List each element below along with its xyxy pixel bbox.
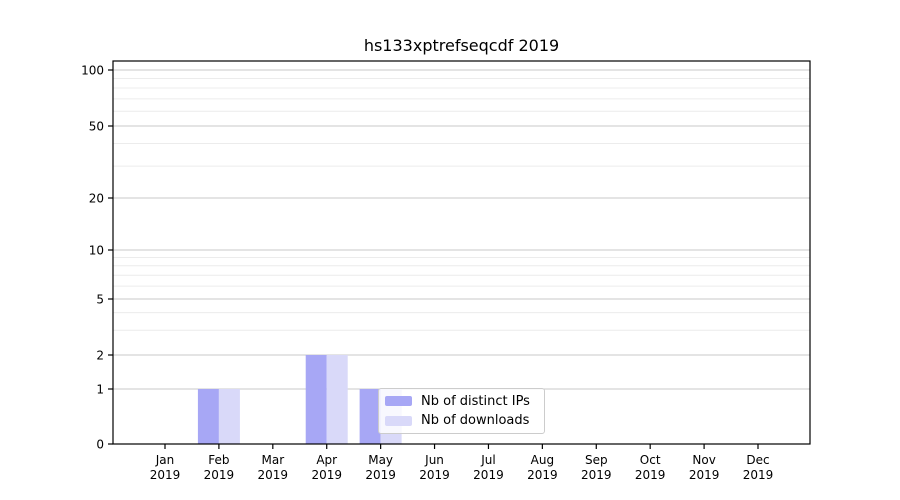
- x-tick-label-year: 2019: [527, 468, 558, 482]
- y-tick-label: 100: [81, 64, 104, 78]
- y-tick-label: 20: [89, 192, 104, 206]
- x-tick-label-month: Feb: [208, 453, 229, 467]
- bar-nb-of-downloads-apr: [326, 355, 348, 444]
- y-tick-label: 0: [96, 438, 104, 452]
- x-tick-label-year: 2019: [419, 468, 450, 482]
- x-tick-label-month: May: [368, 453, 393, 467]
- x-tick-label-year: 2019: [743, 468, 774, 482]
- legend-item-downloads: Nb of downloads: [385, 412, 538, 430]
- x-tick-label-month: Jul: [480, 453, 495, 467]
- x-tick-label-month: Mar: [261, 453, 284, 467]
- legend-item-distinct-ips: Nb of distinct IPs: [385, 392, 538, 410]
- x-tick-label-month: Sep: [585, 453, 608, 467]
- x-tick-label-year: 2019: [635, 468, 666, 482]
- x-tick-label-year: 2019: [365, 468, 396, 482]
- bar-nb-of-distinct-ips-apr: [305, 355, 327, 444]
- x-tick-label-year: 2019: [150, 468, 181, 482]
- y-tick-label: 5: [96, 293, 104, 307]
- x-tick-label-year: 2019: [311, 468, 342, 482]
- legend-label-distinct-ips: Nb of distinct IPs: [421, 393, 530, 409]
- x-tick-label-month: Aug: [531, 453, 554, 467]
- bar-nb-of-downloads-feb: [218, 389, 240, 444]
- x-tick-label-year: 2019: [581, 468, 612, 482]
- legend-swatch-downloads-icon: [385, 415, 412, 426]
- x-tick-label-month: Jun: [424, 453, 444, 467]
- x-tick-label-month: Jan: [155, 453, 175, 467]
- x-tick-label-year: 2019: [258, 468, 289, 482]
- x-tick-label-year: 2019: [689, 468, 720, 482]
- x-tick-label-year: 2019: [473, 468, 504, 482]
- y-tick-label: 1: [96, 383, 104, 397]
- x-tick-label-month: Dec: [746, 453, 769, 467]
- legend-label-downloads: Nb of downloads: [421, 413, 530, 429]
- bar-nb-of-distinct-ips-may: [359, 389, 381, 444]
- legend-box: Nb of distinct IPs Nb of downloads: [378, 388, 545, 434]
- bar-nb-of-distinct-ips-feb: [197, 389, 219, 444]
- x-tick-label-month: Nov: [692, 453, 715, 467]
- x-tick-label-year: 2019: [204, 468, 235, 482]
- legend-swatch-distinct-ips-icon: [385, 396, 412, 407]
- x-tick-label-month: Apr: [316, 453, 337, 467]
- y-tick-label: 10: [89, 244, 104, 258]
- y-tick-label: 50: [89, 120, 104, 134]
- chart-title: hs133xptrefseqcdf 2019: [363, 36, 560, 55]
- y-tick-label: 2: [96, 349, 104, 363]
- plot-border: [112, 60, 811, 445]
- x-tick-label-month: Oct: [640, 453, 661, 467]
